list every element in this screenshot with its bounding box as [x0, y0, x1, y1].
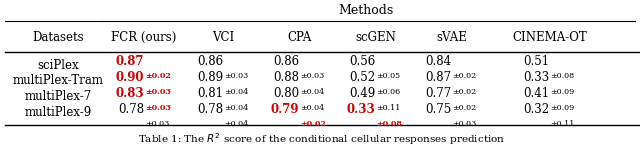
Text: ±0.02: ±0.02 [452, 104, 477, 112]
Text: scGEN: scGEN [355, 31, 396, 44]
Text: 0.49: 0.49 [349, 87, 376, 100]
Text: ±0.05: ±0.05 [376, 72, 400, 80]
Text: 0.78: 0.78 [118, 103, 144, 116]
Text: 0.32: 0.32 [524, 103, 550, 116]
Text: ±0.02: ±0.02 [452, 72, 477, 80]
Text: ±0.03: ±0.03 [224, 72, 248, 80]
Text: FCR (ours): FCR (ours) [111, 31, 177, 44]
Text: 0.83: 0.83 [116, 87, 144, 100]
Text: Methods: Methods [339, 4, 394, 17]
Text: 0.89: 0.89 [197, 71, 223, 84]
Text: sVAE: sVAE [436, 31, 467, 44]
Text: ±0.11: ±0.11 [376, 104, 401, 112]
Text: 0.84: 0.84 [426, 55, 452, 68]
Text: ±0.08: ±0.08 [550, 72, 575, 80]
Text: 0.78: 0.78 [197, 103, 223, 116]
Text: CINEMA-OT: CINEMA-OT [513, 31, 588, 44]
Text: 0.51: 0.51 [524, 55, 550, 68]
Text: ±0.04: ±0.04 [300, 104, 324, 112]
Text: 0.80: 0.80 [273, 87, 300, 100]
Text: 0.81: 0.81 [197, 87, 223, 100]
Text: ±0.02: ±0.02 [452, 88, 477, 96]
Text: ±0.04: ±0.04 [224, 88, 248, 96]
Text: ±0.09: ±0.09 [550, 104, 575, 112]
Text: ±0.03: ±0.03 [145, 88, 171, 96]
Text: CPA: CPA [287, 31, 312, 44]
Text: Datasets: Datasets [33, 31, 84, 44]
Text: multiPlex-9: multiPlex-9 [25, 106, 92, 119]
Text: ±0.08: ±0.08 [376, 120, 402, 128]
Text: ±0.04: ±0.04 [224, 104, 248, 112]
Text: ±0.06: ±0.06 [376, 88, 401, 96]
Text: 0.56: 0.56 [349, 55, 376, 68]
Text: multiPlex-7: multiPlex-7 [25, 90, 92, 103]
Text: 0.88: 0.88 [273, 71, 300, 84]
Text: 0.87: 0.87 [116, 55, 144, 68]
Text: 0.52: 0.52 [349, 71, 376, 84]
Text: 0.79: 0.79 [271, 103, 300, 116]
Text: sciPlex: sciPlex [38, 59, 79, 72]
Text: 0.86: 0.86 [197, 55, 223, 68]
Text: 0.87: 0.87 [426, 71, 452, 84]
Text: ±0.09: ±0.09 [550, 88, 575, 96]
Text: 0.41: 0.41 [524, 87, 550, 100]
Text: multiPlex-Tram: multiPlex-Tram [13, 74, 104, 87]
Text: ±0.03: ±0.03 [145, 104, 171, 112]
Text: ±0.02: ±0.02 [145, 72, 171, 80]
Text: ±0.03: ±0.03 [145, 120, 169, 128]
Text: Table 1: The $R^2$ score of the conditional cellular responses prediction: Table 1: The $R^2$ score of the conditio… [138, 131, 506, 147]
Text: ±0.04: ±0.04 [300, 88, 324, 96]
Text: 0.86: 0.86 [273, 55, 300, 68]
Text: 0.33: 0.33 [524, 71, 550, 84]
Text: 0.77: 0.77 [426, 87, 452, 100]
Text: 0.75: 0.75 [426, 103, 452, 116]
Text: ±0.02: ±0.02 [300, 120, 326, 128]
Text: ±0.04: ±0.04 [224, 120, 248, 128]
Text: ±0.03: ±0.03 [452, 120, 477, 128]
Text: ±0.11: ±0.11 [550, 120, 575, 128]
Text: 0.33: 0.33 [347, 103, 376, 116]
Text: 0.90: 0.90 [116, 71, 144, 84]
Text: ±0.03: ±0.03 [300, 72, 324, 80]
Text: VCI: VCI [212, 31, 234, 44]
